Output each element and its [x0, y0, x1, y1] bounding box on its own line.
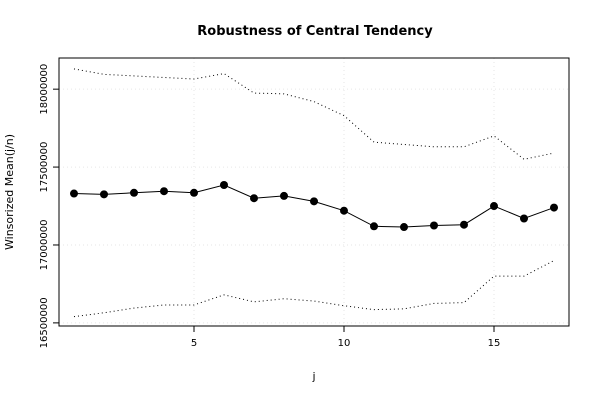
y-tick-label-1: 17000000 — [39, 220, 50, 271]
grid-lines — [59, 58, 569, 326]
mean-point-11 — [370, 222, 378, 231]
mean-point-17 — [550, 203, 558, 212]
mean-point-16 — [520, 214, 528, 223]
y-axis-label: Winsorized Mean(j/n) — [3, 134, 16, 250]
y-tick-label-0: 16500000 — [39, 297, 50, 348]
lower-bound-line — [73, 260, 555, 318]
mean-point-15 — [490, 202, 498, 211]
x-tick-label-0: 5 — [191, 338, 197, 349]
mean-point-2 — [100, 190, 108, 199]
y-axis: 16500000 17000000 17500000 18000000 — [39, 64, 59, 348]
upper-bound-line — [73, 68, 555, 160]
mean-point-12 — [400, 223, 408, 232]
mean-point-14 — [460, 220, 468, 229]
mean-point-13 — [430, 221, 438, 230]
x-tick-label-2: 15 — [488, 338, 501, 349]
mean-point-9 — [310, 197, 318, 206]
mean-point-3 — [130, 188, 138, 197]
mean-point-4 — [160, 187, 168, 196]
plot-frame — [58, 57, 570, 327]
bounds-layer — [73, 68, 555, 318]
chart-title: Robustness of Central Tendency — [197, 24, 433, 39]
mean-point-10 — [340, 206, 348, 215]
x-axis-label: j — [311, 370, 315, 383]
x-tick-label-1: 10 — [338, 338, 351, 349]
mean-layer — [70, 180, 558, 232]
mean-point-7 — [250, 194, 258, 203]
y-tick-label-2: 17500000 — [39, 142, 50, 193]
x-axis: 5 10 15 — [191, 326, 501, 349]
mean-point-6 — [220, 180, 228, 189]
mean-point-5 — [190, 188, 198, 197]
y-tick-label-3: 18000000 — [39, 64, 50, 115]
mean-point-1 — [70, 189, 78, 198]
mean-line — [73, 184, 555, 228]
mean-point-8 — [280, 191, 288, 200]
